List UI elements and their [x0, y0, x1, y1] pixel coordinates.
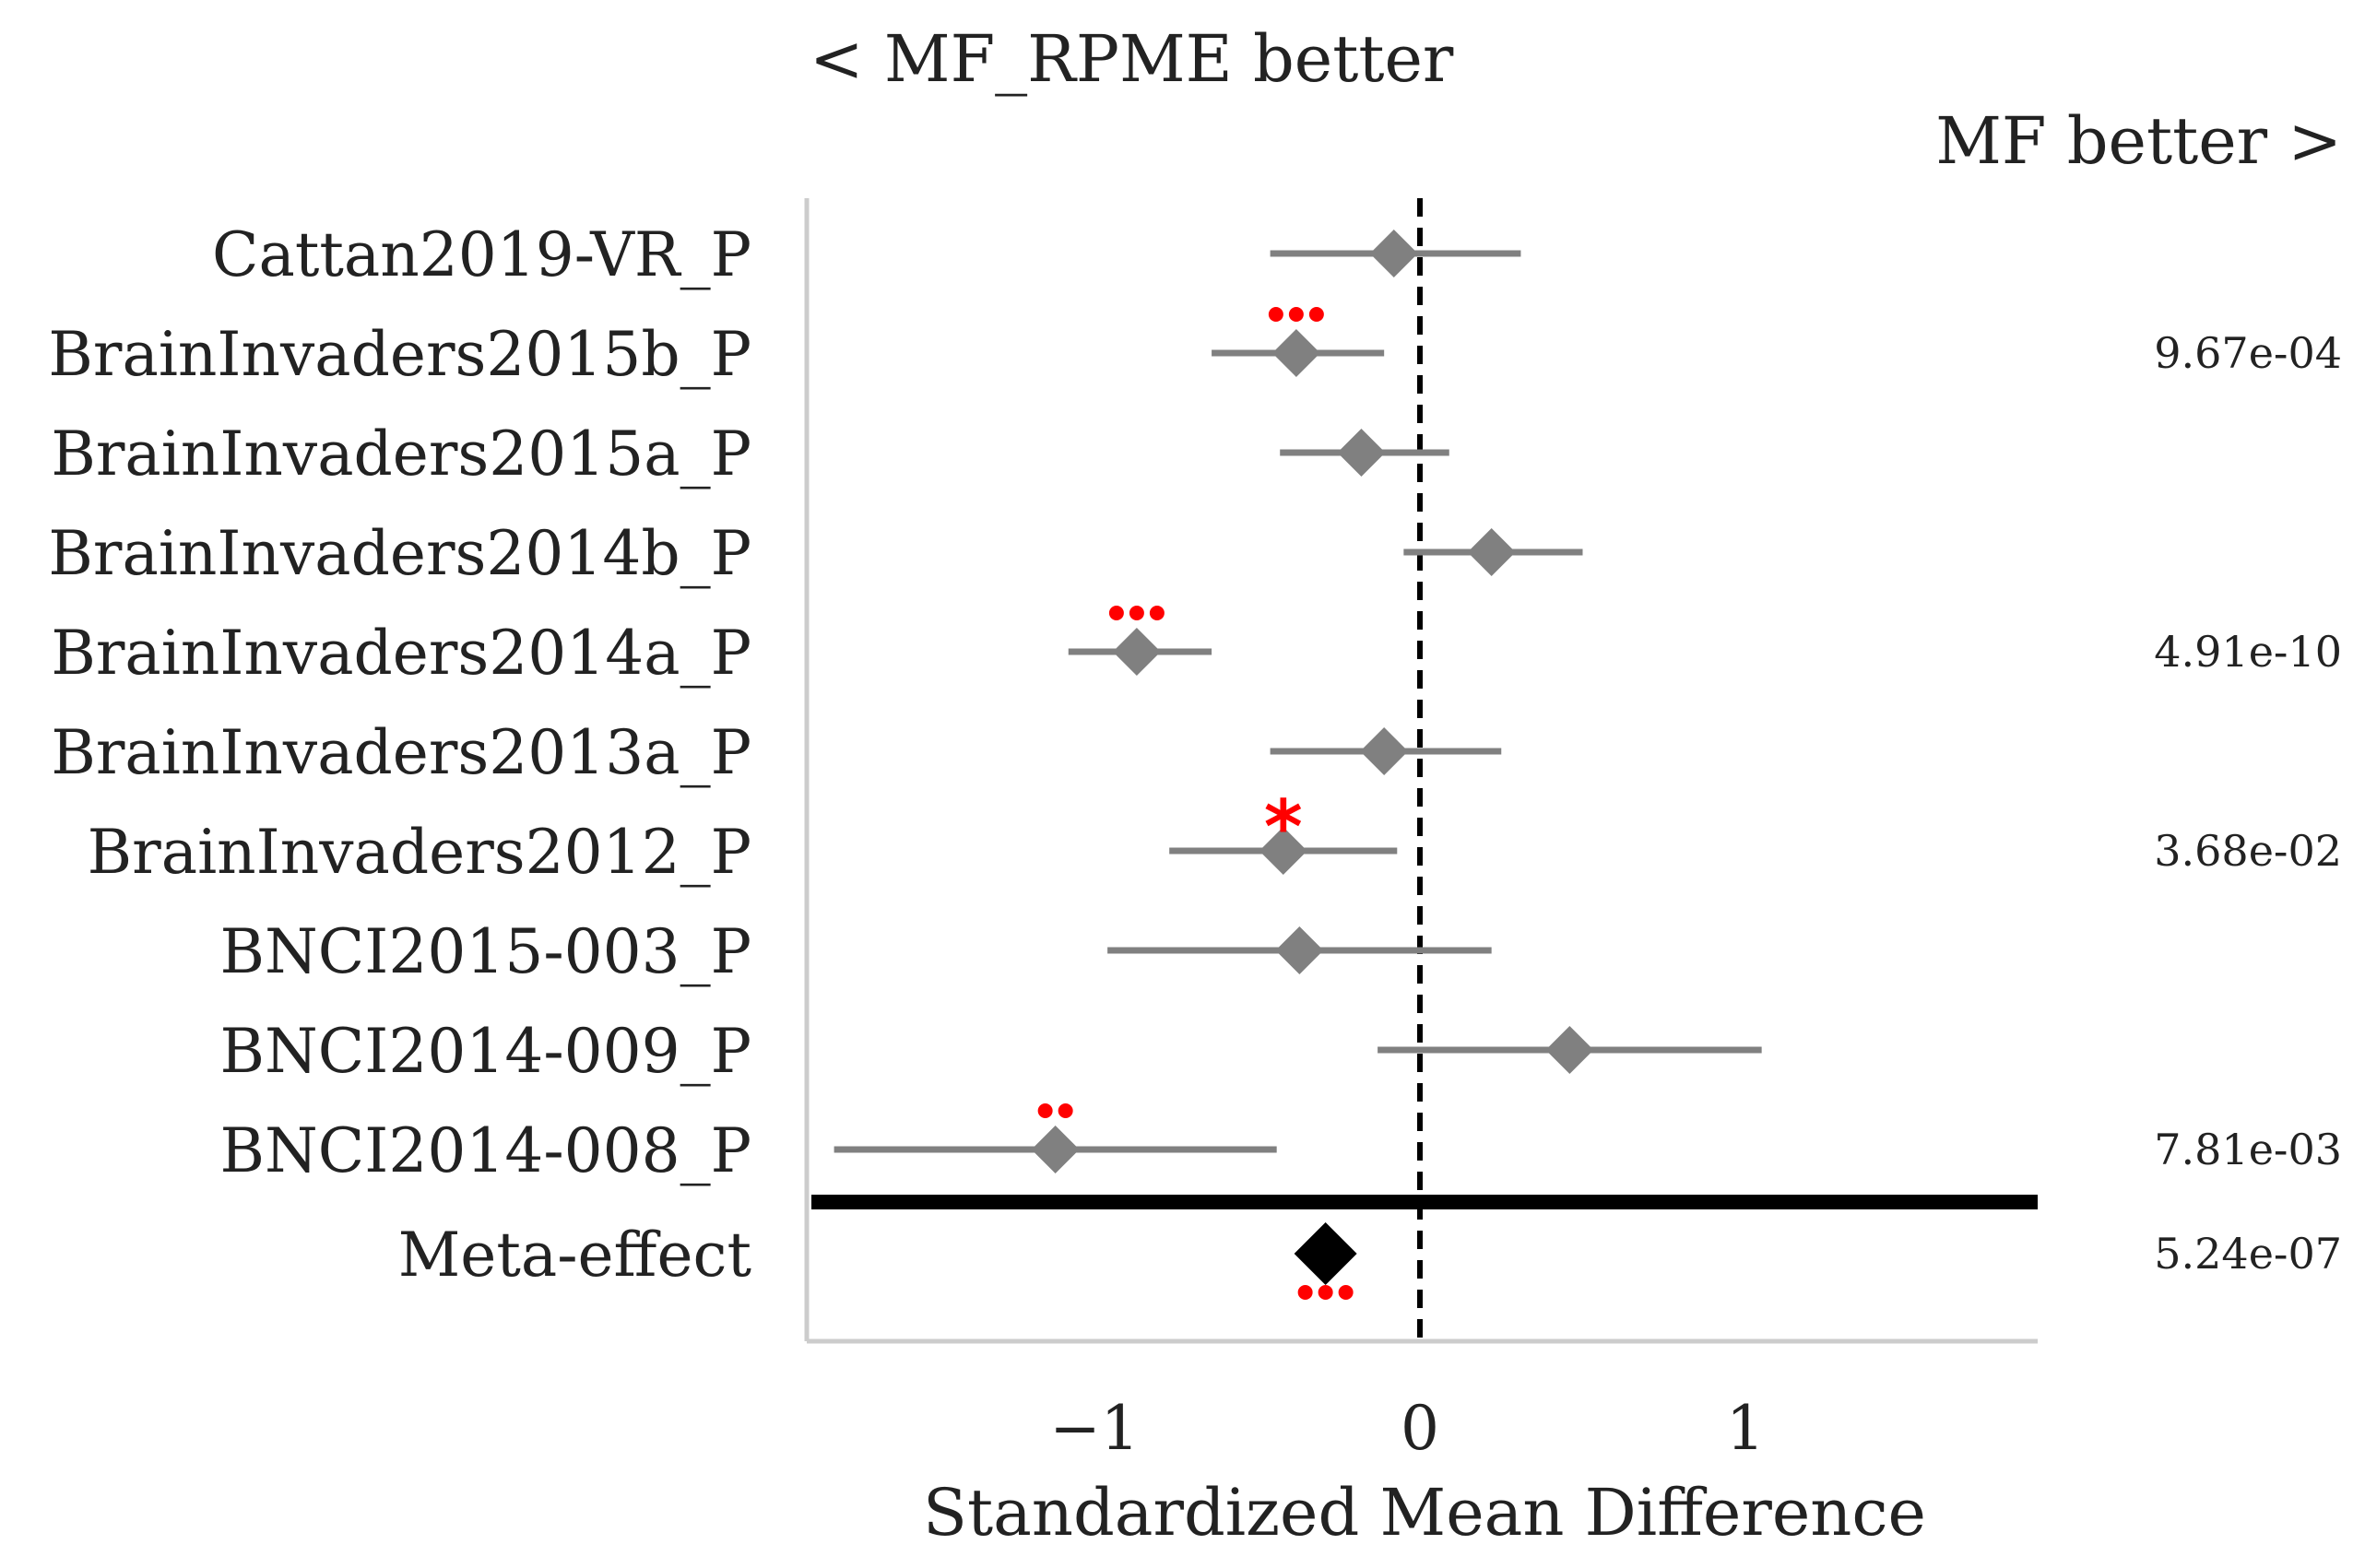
meta-significance-star-3	[1338, 1285, 1354, 1300]
effect-marker	[1360, 727, 1409, 775]
significance-star-2	[1288, 307, 1304, 322]
effect-marker	[1275, 926, 1324, 974]
plot-area: Cattan2019-VR_P BrainInvaders2015b_P 9.67e…	[48, 198, 2342, 1464]
effect-marker	[1467, 528, 1516, 576]
meta-significance-star-2	[1318, 1285, 1333, 1300]
meta-effect-label: Meta-effect	[398, 1220, 751, 1291]
study-label: BrainInvaders2015b_P	[48, 319, 751, 390]
effect-marker	[1271, 329, 1320, 377]
study-label: BNCI2015-003_P	[220, 916, 751, 987]
study-label: BrainInvaders2013a_P	[51, 717, 751, 788]
p-value-label: 4.91e-10	[2154, 627, 2342, 677]
significance-star-1	[1108, 606, 1124, 620]
meta-p-value-label: 5.24e-07	[2154, 1229, 2342, 1279]
meta-significance-star-1	[1297, 1285, 1313, 1300]
p-value-label: 7.81e-03	[2154, 1125, 2342, 1174]
right-direction-label: MF better >	[1935, 103, 2342, 179]
effect-marker	[1545, 1026, 1594, 1074]
meta-effect-marker	[1294, 1222, 1357, 1285]
p-value-label: 9.67e-04	[2154, 328, 2342, 378]
study-label: BrainInvaders2015a_P	[51, 419, 751, 489]
significance-star-2	[1129, 606, 1144, 620]
x-tick-label: 1	[1726, 1393, 1765, 1464]
effect-marker	[1112, 628, 1161, 676]
left-direction-label: < MF_RPME better	[810, 21, 1454, 97]
effect-marker	[1031, 1126, 1080, 1173]
significance-star-1	[1037, 1103, 1053, 1118]
effect-marker	[1337, 429, 1386, 477]
study-label: BrainInvaders2014b_P	[48, 518, 751, 589]
x-tick-label: 0	[1401, 1393, 1439, 1464]
study-label: Cattan2019-VR_P	[212, 219, 751, 290]
x-axis-label: Standardized Mean Difference	[923, 1475, 1926, 1550]
study-label: BrainInvaders2012_P	[88, 817, 751, 888]
study-label: BrainInvaders2014a_P	[51, 618, 751, 689]
effect-marker	[1259, 827, 1307, 875]
p-value-label: 3.68e-02	[2154, 826, 2342, 876]
x-tick-label: −1	[1049, 1393, 1139, 1464]
study-label: BNCI2014-009_P	[220, 1016, 751, 1087]
significance-star: *	[1264, 784, 1303, 870]
effect-marker	[1369, 230, 1418, 277]
significance-star-2	[1058, 1103, 1073, 1118]
study-label: BNCI2014-008_P	[220, 1115, 751, 1186]
significance-star-3	[1308, 307, 1324, 322]
significance-star-3	[1149, 606, 1165, 620]
significance-star-1	[1268, 307, 1283, 322]
